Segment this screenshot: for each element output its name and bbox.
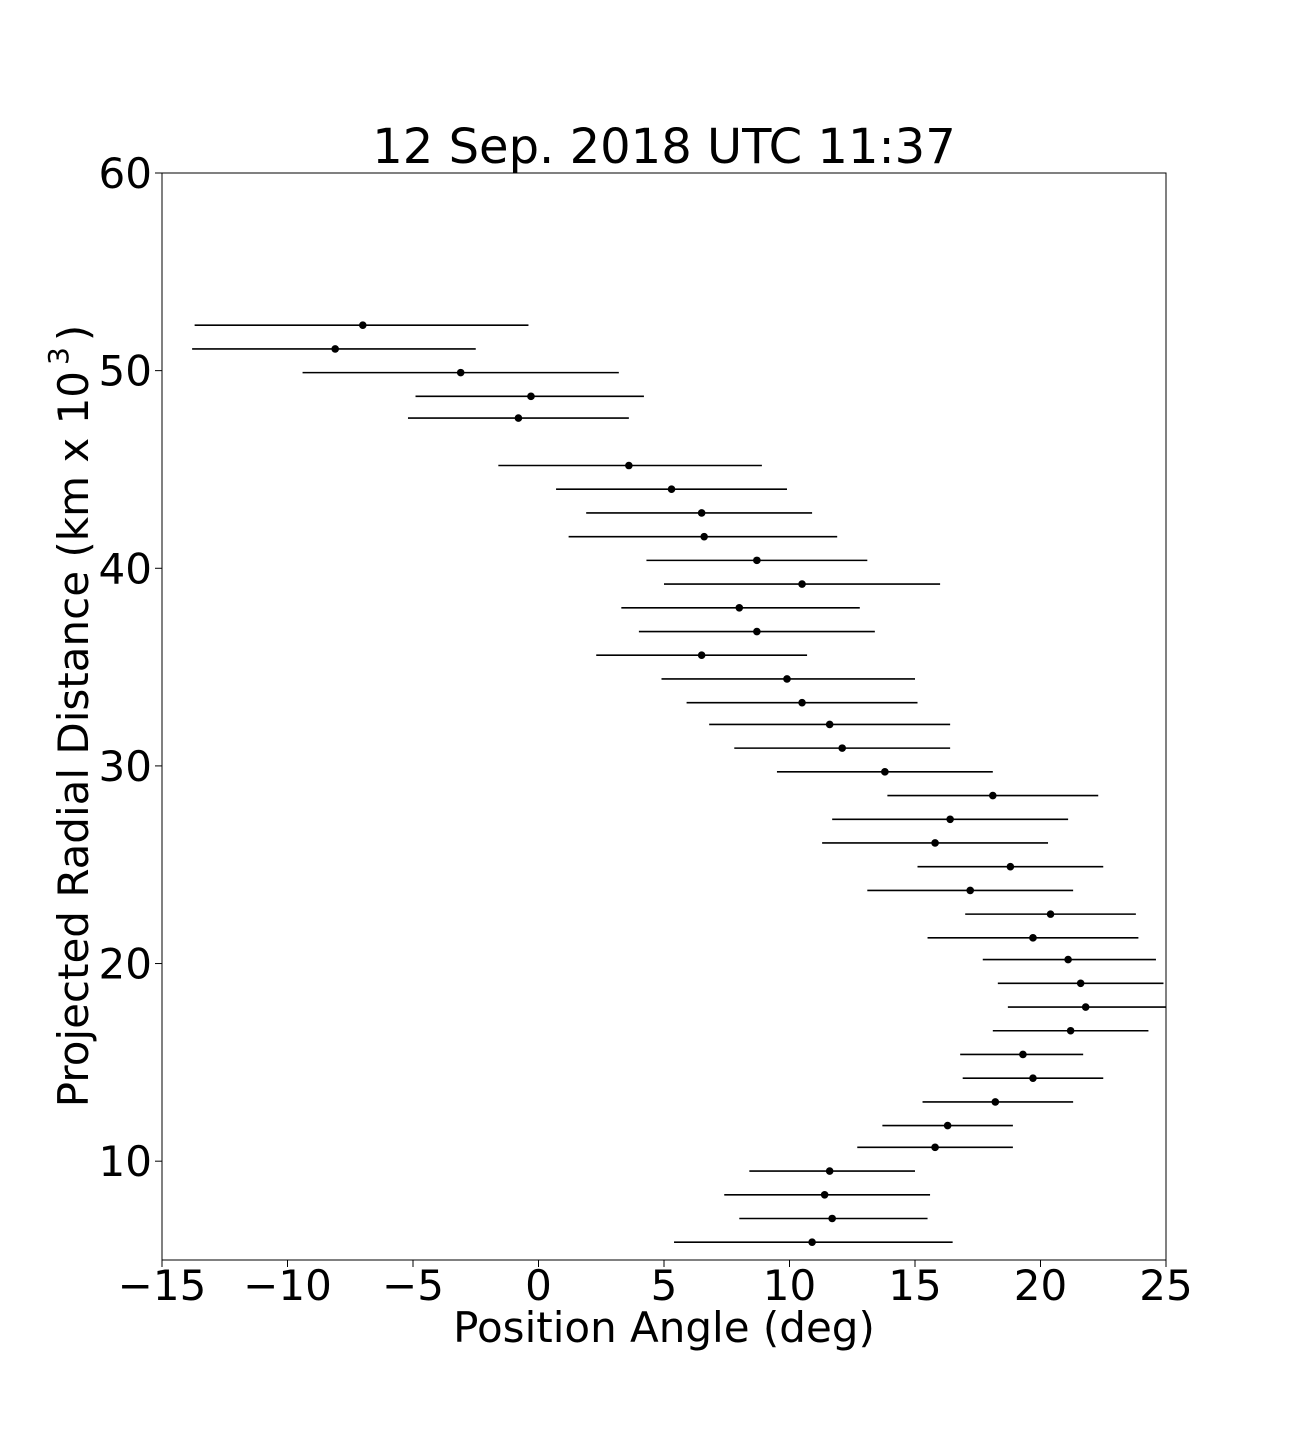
- x-tick-label-1: −10: [243, 1261, 332, 1310]
- x-tick-label-2: −5: [382, 1261, 444, 1310]
- data-point-22: [1006, 862, 1015, 871]
- data-point-31: [1029, 1074, 1037, 1082]
- data-point-3: [527, 392, 535, 401]
- data-point-18: [881, 768, 889, 776]
- x-tick-label-3: 0: [525, 1261, 552, 1310]
- data-point-36: [820, 1190, 829, 1199]
- data-point-14: [783, 675, 791, 683]
- data-point-1: [331, 345, 339, 353]
- y-tick-label-0: 10: [99, 1137, 152, 1186]
- data-point-6: [667, 485, 676, 494]
- y-axis-label-exponent: 3: [42, 347, 75, 365]
- data-point-5: [625, 461, 633, 470]
- x-tick-label-4: 5: [651, 1261, 678, 1310]
- data-point-16: [825, 720, 834, 729]
- data-point-35: [825, 1167, 834, 1175]
- data-point-32: [991, 1098, 1000, 1106]
- y-axis-label-close: ): [49, 325, 98, 341]
- data-point-27: [1076, 979, 1085, 988]
- y-axis-label: Projected Radial Distance (km x 10 3): [42, 325, 98, 1107]
- data-point-15: [798, 698, 806, 707]
- y-axis-label-text: Projected Radial Distance (km x 10: [49, 371, 98, 1107]
- data-point-10: [798, 580, 806, 588]
- data-point-0: [359, 321, 367, 329]
- y-tick-label-5: 60: [99, 149, 152, 198]
- data-point-20: [946, 815, 954, 824]
- data-point-37: [828, 1214, 836, 1223]
- data-point-4: [514, 414, 523, 422]
- x-tick-label-6: 15: [888, 1261, 941, 1310]
- data-point-11: [735, 604, 744, 612]
- data-point-26: [1064, 955, 1072, 964]
- y-tick-label-2: 30: [99, 742, 152, 791]
- y-axis-ticks: 10 20 30 40 50 60: [99, 149, 162, 1186]
- x-tick-label-5: 10: [763, 1261, 816, 1310]
- y-tick-label-3: 40: [99, 544, 152, 593]
- data-marks: [192, 321, 1166, 1247]
- data-point-2: [456, 368, 465, 377]
- data-point-8: [700, 532, 708, 541]
- x-tick-label-0: −15: [118, 1261, 207, 1310]
- chart-title: 12 Sep. 2018 UTC 11:37: [372, 119, 955, 175]
- data-point-7: [697, 509, 706, 517]
- x-axis-label: Position Angle (deg): [453, 1303, 875, 1352]
- data-point-17: [838, 744, 847, 752]
- data-point-29: [1066, 1026, 1075, 1035]
- data-point-13: [697, 651, 706, 660]
- y-axis-label-group: Projected Radial Distance (km x 10 3): [42, 325, 98, 1107]
- data-point-24: [1046, 910, 1055, 918]
- data-point-33: [943, 1121, 952, 1130]
- data-point-38: [808, 1238, 816, 1247]
- data-point-34: [931, 1143, 939, 1152]
- data-point-28: [1081, 1003, 1090, 1011]
- data-point-12: [753, 627, 761, 636]
- data-point-30: [1019, 1050, 1027, 1059]
- data-point-23: [966, 886, 975, 895]
- data-point-21: [931, 839, 939, 847]
- x-tick-label-8: 25: [1139, 1261, 1192, 1310]
- data-point-9: [753, 556, 761, 565]
- y-tick-label-4: 50: [99, 347, 152, 396]
- x-tick-label-7: 20: [1014, 1261, 1067, 1310]
- x-axis-ticks: −15 −10 −5 0 5 10 15 20 25: [118, 1260, 1193, 1310]
- data-point-19: [989, 791, 997, 800]
- y-tick-label-1: 20: [99, 940, 152, 989]
- data-point-25: [1029, 934, 1037, 942]
